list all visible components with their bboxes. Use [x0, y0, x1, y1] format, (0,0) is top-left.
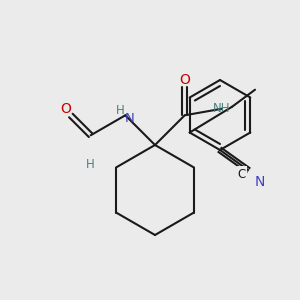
- Text: H: H: [116, 104, 125, 117]
- Text: N: N: [124, 112, 134, 125]
- Text: NH: NH: [213, 102, 231, 115]
- Text: N: N: [255, 175, 265, 189]
- Text: H: H: [86, 158, 95, 171]
- Text: C: C: [238, 167, 246, 181]
- Text: O: O: [60, 101, 71, 116]
- Text: O: O: [179, 73, 190, 87]
